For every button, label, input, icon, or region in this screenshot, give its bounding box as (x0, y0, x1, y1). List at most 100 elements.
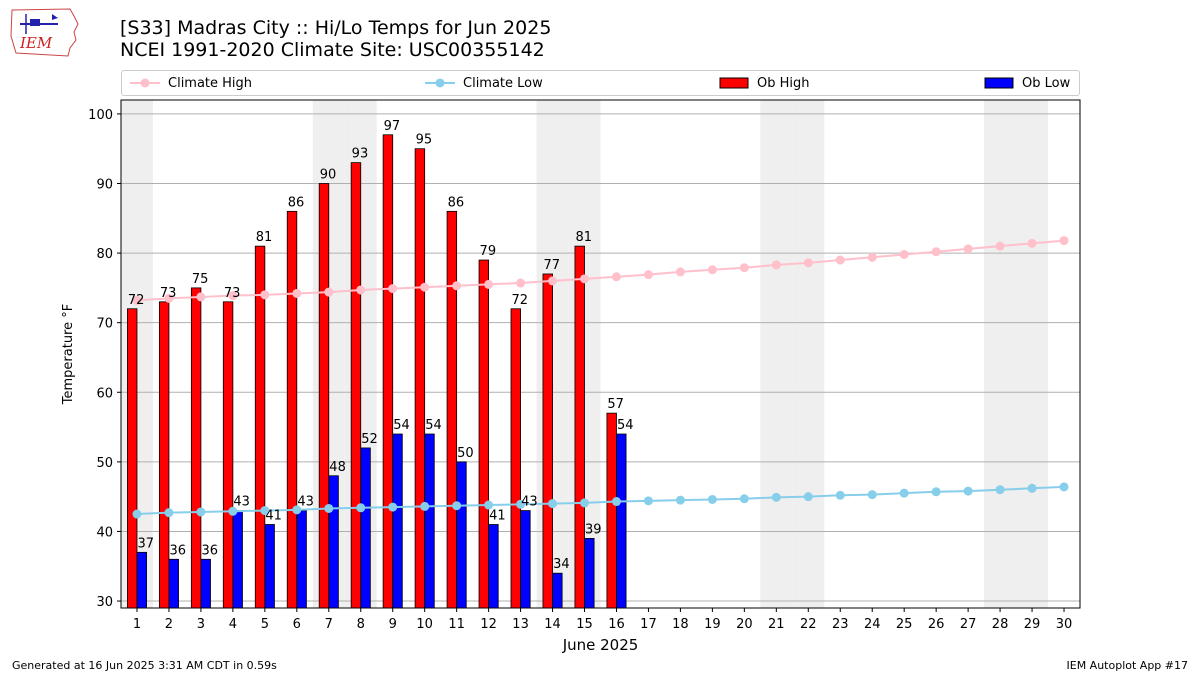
climate-low-point (548, 499, 558, 509)
x-tick-label: 13 (512, 617, 529, 632)
chart-legend: Climate High Climate Low Ob High Ob Low (121, 70, 1080, 96)
climate-low-point (803, 492, 813, 502)
chart-subtitle: NCEI 1991-2020 Climate Site: USC00355142 (120, 39, 545, 61)
x-tick-label: 18 (672, 617, 689, 632)
legend-ob-low-swatch (984, 77, 1014, 89)
climate-low-point (132, 509, 142, 519)
y-tick-label: 80 (96, 247, 113, 262)
ob-low-data-label: 41 (265, 508, 282, 523)
y-tick-label: 50 (96, 456, 113, 471)
ob-high-bar (126, 308, 138, 609)
climate-low-point (643, 496, 653, 506)
legend-ob-low-label: Ob Low (1022, 75, 1071, 91)
climate-low-point (611, 497, 621, 507)
x-tick-label: 20 (736, 617, 753, 632)
climate-high-point (931, 247, 941, 257)
climate-high-point (420, 282, 430, 292)
x-tick-label: 16 (608, 617, 625, 632)
climate-high-point (963, 244, 973, 254)
climate-high-point (611, 272, 621, 282)
climate-high-point (1059, 236, 1069, 246)
climate-low-point (1027, 483, 1037, 493)
climate-low-point (260, 506, 270, 516)
ob-high-data-label: 81 (575, 230, 592, 245)
ob-high-data-label: 79 (480, 244, 497, 259)
legend-ob-high-swatch (719, 77, 749, 89)
app-credit: IEM Autoplot App #17 (1066, 659, 1189, 672)
climate-high-point (580, 274, 590, 284)
climate-high-point (1027, 238, 1037, 248)
ob-high-bar (158, 301, 170, 609)
ob-low-bar (136, 551, 147, 609)
climate-low-point (452, 501, 462, 511)
ob-high-bar (606, 412, 617, 609)
ob-low-bar (168, 558, 179, 609)
x-tick-label: 1 (133, 617, 141, 632)
generated-timestamp: Generated at 16 Jun 2025 3:31 AM CDT in … (12, 659, 277, 672)
x-tick-label: 21 (768, 617, 785, 632)
ob-low-bar (328, 475, 339, 609)
climate-low-point (963, 486, 973, 496)
ob-low-data-label: 39 (585, 522, 602, 537)
x-tick-label: 7 (325, 617, 333, 632)
climate-high-point (835, 255, 845, 265)
climate-high-point (516, 278, 526, 288)
ob-high-data-label: 95 (416, 133, 433, 148)
ob-high-bar (542, 273, 553, 609)
y-tick-label: 60 (96, 386, 113, 401)
x-tick-label: 5 (261, 617, 269, 632)
ob-low-bar (200, 558, 211, 609)
climate-low-point (739, 494, 749, 504)
ob-high-bar (190, 287, 202, 609)
ob-high-bar (414, 148, 426, 609)
climate-high-point (771, 260, 781, 270)
ob-low-data-label: 36 (169, 543, 186, 558)
climate-high-point (707, 265, 717, 275)
climate-low-point (931, 487, 941, 497)
ob-high-data-label: 57 (607, 397, 624, 412)
climate-high-point (292, 288, 302, 298)
ob-low-data-label: 43 (521, 495, 538, 510)
y-tick-label: 70 (96, 317, 113, 332)
climate-low-point (228, 506, 238, 516)
ob-high-bar (350, 162, 362, 609)
iowa-state-outline (10, 8, 79, 57)
climate-high-point (484, 279, 494, 289)
climate-low-point (356, 503, 366, 513)
x-axis-label: June 2025 (562, 636, 639, 654)
climate-low-point (675, 495, 685, 505)
climate-high-point (260, 290, 270, 300)
legend-climate-low: Climate Low (425, 71, 543, 95)
weekend-shade (984, 100, 1017, 608)
ob-high-bar (286, 210, 298, 609)
legend-climate-low-label: Climate Low (463, 75, 543, 91)
climate-low-point (292, 505, 302, 515)
ob-low-data-label: 48 (329, 460, 346, 475)
ob-low-data-label: 54 (425, 418, 442, 433)
climate-low-point (164, 508, 174, 518)
ob-high-data-label: 86 (448, 195, 465, 210)
ob-high-data-label: 73 (224, 286, 241, 301)
x-tick-label: 9 (389, 617, 397, 632)
legend-climate-high-label: Climate High (168, 75, 253, 91)
climate-low-point (324, 503, 334, 513)
x-tick-label: 27 (960, 617, 977, 632)
y-tick-label: 100 (88, 108, 113, 123)
x-tick-label: 12 (480, 617, 497, 632)
climate-high-point (324, 287, 334, 297)
climate-low-point (388, 502, 398, 512)
climate-high-point (452, 281, 462, 291)
climate-high-point (995, 241, 1005, 251)
climate-low-point (707, 494, 717, 504)
ob-high-data-label: 72 (128, 293, 145, 308)
legend-climate-high-swatch (130, 78, 160, 88)
ob-low-data-label: 54 (617, 418, 634, 433)
ob-high-data-label: 86 (288, 195, 305, 210)
legend-ob-high: Ob High (719, 71, 810, 95)
climate-low-point (516, 499, 526, 509)
x-tick-label: 28 (992, 617, 1009, 632)
x-tick-label: 26 (928, 617, 945, 632)
legend-ob-high-label: Ob High (757, 75, 810, 91)
ob-high-data-label: 73 (160, 286, 177, 301)
climate-low-point (484, 500, 494, 510)
